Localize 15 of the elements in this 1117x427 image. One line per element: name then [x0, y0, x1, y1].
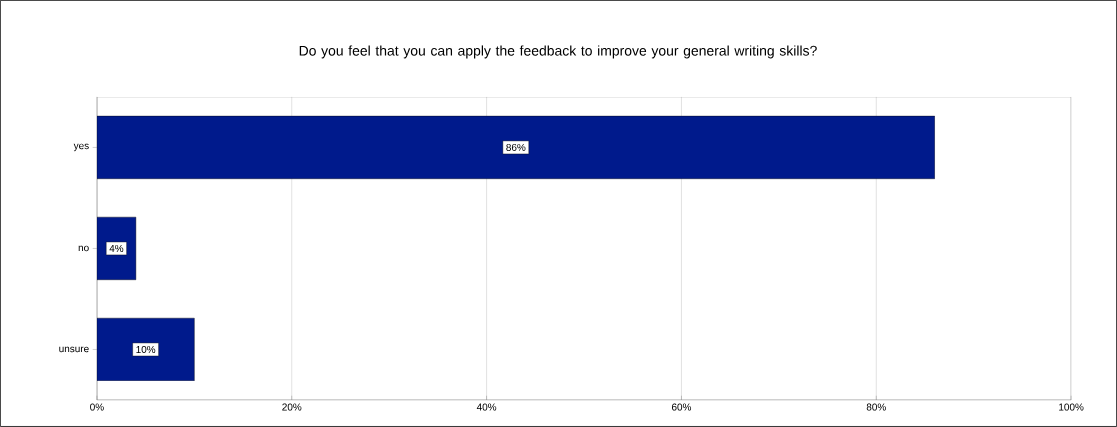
x-tick-label: 60% — [671, 403, 692, 411]
x-tick-label: 0% — [90, 403, 104, 411]
y-tick-label: yes — [73, 143, 89, 152]
x-tick-label: 80% — [866, 403, 886, 411]
y-tick-label: unsure — [59, 346, 89, 353]
data-label: 10% — [136, 346, 156, 354]
data-label: 86% — [506, 143, 526, 152]
bar — [96, 318, 195, 382]
x-tick-label: 40% — [476, 403, 497, 411]
y-tick-label: no — [78, 245, 89, 252]
bar — [96, 115, 935, 180]
x-tick-label: 20% — [282, 403, 302, 411]
x-tick-label: 100% — [1059, 403, 1084, 411]
data-label: 4% — [109, 245, 124, 252]
chart-title: Do you feel that you can apply the feedback to improve your general writing skills? — [299, 45, 817, 59]
